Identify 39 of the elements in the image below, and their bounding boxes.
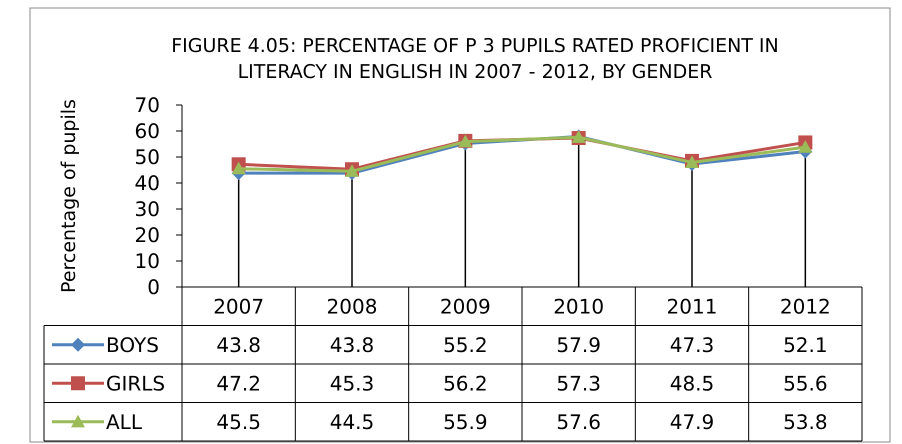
data-label: 55.9 — [443, 410, 488, 434]
data-label: 45.5 — [216, 410, 261, 434]
y-tick-label: 60 — [134, 119, 160, 143]
data-label: 47.2 — [216, 371, 261, 396]
y-tick-label: 70 — [134, 93, 160, 117]
legend-label: GIRLS — [106, 371, 166, 396]
x-tick-label: 2010 — [553, 294, 604, 318]
point — [798, 140, 812, 153]
legend-label: ALL — [106, 410, 143, 434]
y-tick-label: 30 — [134, 197, 160, 221]
y-tick-label: 40 — [134, 171, 160, 195]
data-label: 55.6 — [783, 371, 828, 396]
data-label: 47.3 — [670, 332, 714, 357]
data-label: 57.6 — [556, 410, 601, 434]
data-label: 55.2 — [443, 332, 488, 357]
y-tick-label: 20 — [134, 223, 160, 247]
data-label: 57.3 — [556, 371, 601, 396]
data-label: 56.2 — [443, 371, 488, 396]
data-label: 52.1 — [783, 332, 828, 357]
point — [232, 162, 246, 174]
data-label: 44.5 — [330, 410, 374, 434]
data-label: 43.8 — [216, 332, 261, 357]
y-tick-label: 10 — [134, 249, 160, 273]
data-label: 57.9 — [556, 332, 601, 357]
y-tick-label: 0 — [147, 275, 160, 299]
x-tick-label: 2012 — [780, 294, 831, 318]
chart-title: FIGURE 4.05: PERCENTAGE OF P 3 PUPILS RATED PROFICIENT IN LITERACY IN ENGLISH IN 2007 - 2012, BY GENDER — [171, 35, 779, 83]
data-label: 47.9 — [670, 410, 714, 434]
legend-label: BOYS — [106, 332, 159, 357]
x-tick-label: 2007 — [213, 294, 264, 318]
y-axis-title: Percentage of pupils — [58, 99, 80, 293]
x-tick-label: 2011 — [666, 294, 718, 318]
x-tick-label: 2009 — [440, 294, 491, 318]
data-label: 43.8 — [330, 332, 374, 357]
data-label: 53.8 — [783, 410, 828, 434]
x-tick-label: 2008 — [326, 294, 378, 318]
data-label: 48.5 — [670, 371, 714, 396]
data-label: 45.3 — [330, 371, 374, 396]
y-tick-label: 50 — [134, 145, 160, 169]
